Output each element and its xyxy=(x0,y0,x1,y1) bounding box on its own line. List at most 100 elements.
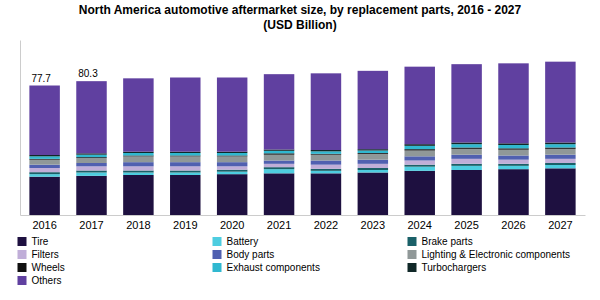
bar xyxy=(29,160,59,165)
bar xyxy=(76,155,106,158)
bar xyxy=(404,149,434,150)
bar xyxy=(217,166,247,169)
legend-label: Lighting & Electronic components xyxy=(422,249,570,260)
bar xyxy=(29,174,59,177)
bar xyxy=(29,86,59,156)
x-tick-label: 2025 xyxy=(454,219,478,231)
bar xyxy=(264,153,294,154)
bar xyxy=(498,164,528,166)
bar xyxy=(545,155,575,159)
bar xyxy=(404,161,434,165)
bar xyxy=(123,166,153,170)
title: North America automotive aftermarket siz… xyxy=(79,3,522,17)
x-tick: 2020 xyxy=(220,215,244,231)
bar xyxy=(358,160,388,164)
bar xyxy=(76,81,106,153)
bar xyxy=(264,169,294,173)
bar xyxy=(170,162,200,166)
legend-item: Turbochargers xyxy=(408,262,487,273)
bar xyxy=(545,144,575,147)
legend-swatch xyxy=(18,237,27,246)
bar xyxy=(358,71,388,149)
bar xyxy=(123,153,153,156)
x-tick: 2021 xyxy=(267,215,291,231)
bar xyxy=(545,148,575,149)
legend-label: Brake parts xyxy=(422,236,473,247)
legend-label: Wheels xyxy=(32,262,65,273)
legend-swatch xyxy=(213,250,222,259)
bar xyxy=(404,67,434,144)
annotations: 77.7 80.3 xyxy=(31,68,98,83)
bar xyxy=(217,174,247,215)
bar xyxy=(76,163,106,166)
bar xyxy=(498,63,528,143)
bar xyxy=(123,171,153,173)
legend-swatch xyxy=(18,276,27,285)
bar xyxy=(170,156,200,162)
series xyxy=(29,149,575,165)
legend-item: Others xyxy=(18,275,62,286)
x-tick-label: 2026 xyxy=(501,219,525,231)
bar xyxy=(545,165,575,168)
bar xyxy=(29,177,59,215)
legend-swatch xyxy=(18,250,27,259)
series xyxy=(29,159,575,172)
annotation: 80.3 xyxy=(78,68,98,79)
x-tick: 2026 xyxy=(501,215,525,231)
bar xyxy=(451,155,481,159)
x-tick-label: 2019 xyxy=(173,219,197,231)
bar xyxy=(545,149,575,155)
bar xyxy=(404,167,434,171)
bar xyxy=(545,159,575,163)
x-tick-label: 2017 xyxy=(79,219,103,231)
bar xyxy=(170,175,200,215)
bar xyxy=(404,151,434,157)
bar xyxy=(311,150,341,151)
bar xyxy=(29,165,59,168)
legend-item: Battery xyxy=(213,236,259,247)
bar xyxy=(498,145,528,148)
bar xyxy=(29,155,59,156)
legend-label: Others xyxy=(32,275,62,286)
legend-swatch xyxy=(408,250,417,259)
bar xyxy=(404,144,434,146)
bar xyxy=(264,167,294,169)
bar xyxy=(498,160,528,164)
bar xyxy=(451,166,481,170)
bar xyxy=(76,158,106,163)
annotation: 77.7 xyxy=(31,73,51,84)
bar xyxy=(123,152,153,153)
legend: TireBatteryBrake partsFiltersBody partsL… xyxy=(18,236,570,286)
bar xyxy=(123,162,153,166)
bar xyxy=(404,171,434,215)
bar xyxy=(264,74,294,149)
bar xyxy=(217,172,247,175)
x-tick: 2016 xyxy=(32,215,56,231)
bar xyxy=(545,62,575,143)
bar xyxy=(358,168,388,170)
bar xyxy=(358,170,388,173)
series xyxy=(29,62,575,155)
x-axis: 2016201720182019202020212022202320242025… xyxy=(21,215,586,231)
bar xyxy=(545,143,575,145)
bars xyxy=(29,62,575,215)
x-tick: 2018 xyxy=(126,215,150,231)
legend-label: Tire xyxy=(32,236,49,247)
bar xyxy=(451,148,481,149)
bar xyxy=(217,162,247,166)
bar xyxy=(217,153,247,156)
x-tick: 2027 xyxy=(548,215,572,231)
legend-swatch xyxy=(213,237,222,246)
bar xyxy=(217,78,247,152)
legend-item: Tire xyxy=(18,236,49,247)
series xyxy=(29,143,575,157)
bar xyxy=(264,150,294,151)
bar xyxy=(123,78,153,151)
bar xyxy=(29,168,59,172)
bar xyxy=(358,173,388,216)
plot: 2016201720182019202020212022202320242025… xyxy=(21,41,586,231)
bar xyxy=(217,152,247,153)
x-tick: 2017 xyxy=(79,215,103,231)
bar xyxy=(170,171,200,173)
bar xyxy=(264,151,294,154)
